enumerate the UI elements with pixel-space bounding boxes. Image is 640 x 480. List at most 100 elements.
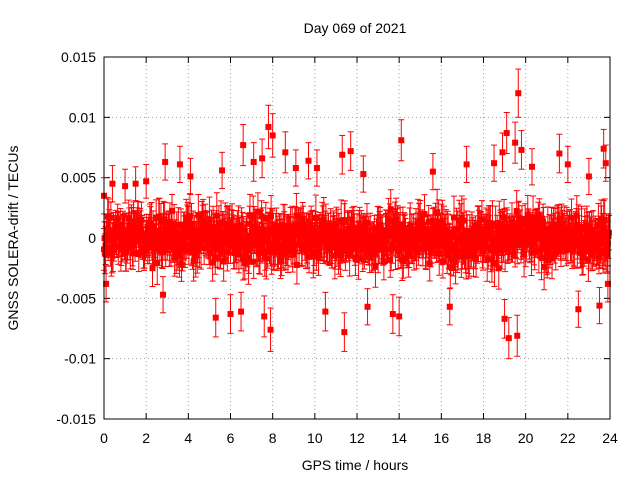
data-point xyxy=(279,233,286,240)
data-point xyxy=(258,213,265,220)
data-point xyxy=(172,236,179,243)
data-point xyxy=(231,228,238,235)
data-point xyxy=(212,254,219,261)
data-point xyxy=(508,218,515,225)
data-point xyxy=(544,226,551,233)
data-point xyxy=(209,259,216,266)
data-point xyxy=(379,233,386,240)
data-point xyxy=(154,246,161,253)
data-point xyxy=(604,251,611,258)
data-point xyxy=(539,240,546,247)
data-point xyxy=(593,247,600,254)
data-point xyxy=(156,214,163,221)
data-point xyxy=(595,254,602,261)
data-point xyxy=(212,314,219,321)
data-point xyxy=(171,254,178,261)
data-point xyxy=(204,230,211,237)
data-point xyxy=(299,215,306,222)
data-point xyxy=(141,247,148,254)
data-point xyxy=(496,220,503,227)
x-tick-label: 14 xyxy=(391,430,407,446)
data-point xyxy=(201,245,208,252)
data-point xyxy=(505,240,512,247)
data-point xyxy=(152,237,159,244)
data-point xyxy=(254,208,261,215)
data-point xyxy=(408,233,415,240)
data-point xyxy=(233,247,240,254)
data-point xyxy=(320,216,327,223)
data-point xyxy=(256,235,263,242)
data-point xyxy=(597,240,604,247)
data-points xyxy=(101,68,612,360)
data-point xyxy=(476,219,483,226)
data-point xyxy=(116,229,123,236)
data-point xyxy=(417,218,424,225)
data-point xyxy=(130,220,137,227)
data-point xyxy=(103,280,110,287)
data-point xyxy=(148,220,155,227)
data-point xyxy=(502,246,509,253)
data-point xyxy=(435,219,442,226)
data-point xyxy=(241,260,248,267)
data-point xyxy=(583,223,590,230)
data-point xyxy=(437,231,444,238)
data-point xyxy=(250,158,257,165)
data-point xyxy=(452,258,459,265)
data-point xyxy=(313,251,320,258)
data-point xyxy=(516,228,523,235)
chart-title: Day 069 of 2021 xyxy=(304,20,407,36)
data-point xyxy=(575,225,582,232)
data-point xyxy=(233,235,240,242)
data-point xyxy=(135,221,142,228)
data-point xyxy=(196,229,203,236)
data-point xyxy=(429,228,436,235)
data-point xyxy=(168,229,175,236)
data-point xyxy=(600,145,607,152)
data-point xyxy=(412,240,419,247)
data-point xyxy=(471,235,478,242)
data-point xyxy=(259,155,266,162)
data-point xyxy=(361,243,368,250)
data-point xyxy=(596,302,603,309)
data-point xyxy=(175,241,182,248)
data-point xyxy=(223,236,230,243)
data-point xyxy=(390,232,397,239)
data-point xyxy=(312,228,319,235)
data-point xyxy=(553,235,560,242)
data-point xyxy=(564,244,571,251)
x-tick-label: 12 xyxy=(349,430,365,446)
data-point xyxy=(558,221,565,228)
data-point xyxy=(243,236,250,243)
data-point xyxy=(514,332,521,339)
data-point xyxy=(557,244,564,251)
data-point xyxy=(473,255,480,262)
data-point xyxy=(157,234,164,241)
data-point xyxy=(386,218,393,225)
data-point xyxy=(338,217,345,224)
data-point xyxy=(282,241,289,248)
data-point xyxy=(564,161,571,168)
data-point xyxy=(439,218,446,225)
x-tick-label: 22 xyxy=(560,430,576,446)
data-point xyxy=(235,222,242,229)
data-point xyxy=(433,236,440,243)
data-point xyxy=(447,264,454,271)
data-point xyxy=(193,242,200,249)
data-point xyxy=(269,228,276,235)
data-point xyxy=(310,252,317,259)
data-point xyxy=(391,228,398,235)
data-point xyxy=(375,225,382,232)
data-point xyxy=(107,214,114,221)
data-point xyxy=(161,219,168,226)
data-point xyxy=(440,223,447,230)
y-tick-label: -0.015 xyxy=(56,411,96,427)
y-tick-label: -0.01 xyxy=(64,351,96,367)
data-point xyxy=(119,226,126,233)
x-tick-label: 6 xyxy=(227,430,235,446)
data-point xyxy=(527,232,534,239)
data-point xyxy=(514,240,521,247)
data-point xyxy=(296,241,303,248)
data-point xyxy=(545,249,552,256)
data-point xyxy=(268,212,275,219)
data-point xyxy=(406,227,413,234)
